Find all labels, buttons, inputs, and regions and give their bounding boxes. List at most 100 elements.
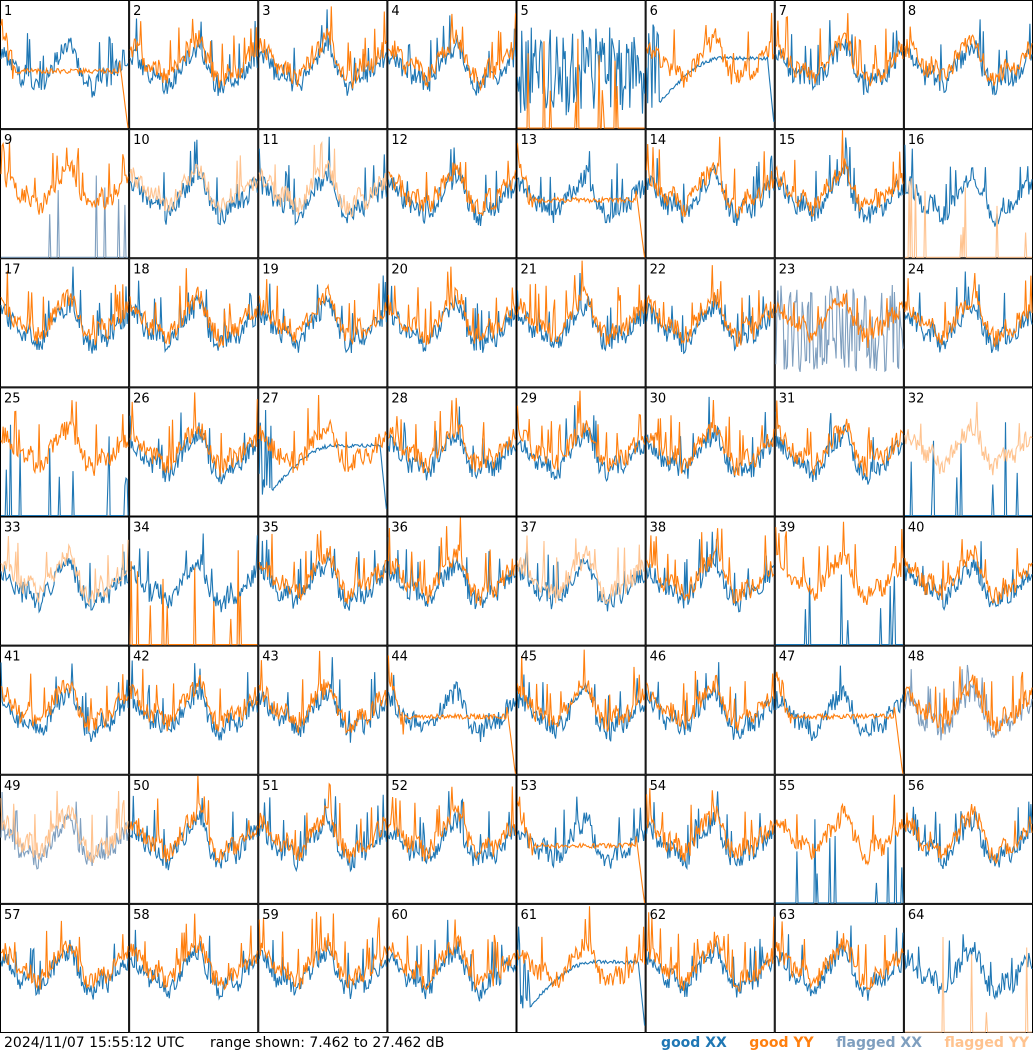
series-yy-60 — [387, 919, 517, 991]
panel-49: 49 — [0, 774, 130, 904]
panel-36: 36 — [387, 516, 517, 646]
panel-label: 10 — [133, 133, 150, 148]
panel-label: 29 — [521, 391, 538, 406]
series-yy-58 — [129, 913, 258, 991]
series-yy-33 — [0, 535, 129, 607]
panel-52: 52 — [387, 774, 517, 904]
series-xx-60 — [387, 919, 517, 1002]
series-xx-46 — [646, 662, 775, 740]
panel-60: 60 — [387, 903, 517, 1033]
panel-frame — [645, 387, 775, 517]
panel-label: 59 — [262, 908, 279, 923]
series-yy-49 — [0, 790, 129, 864]
series-yy-17 — [0, 270, 129, 346]
panel-7: 7 — [774, 0, 904, 130]
panel-frame — [258, 129, 388, 259]
panel-40: 40 — [903, 516, 1033, 646]
series-yy-30 — [646, 399, 775, 477]
panel-3: 3 — [258, 0, 388, 130]
panel-frame — [903, 903, 1033, 1033]
series-yy-15 — [775, 130, 904, 217]
panel-label: 20 — [391, 262, 408, 277]
series-yy-64 — [904, 936, 1032, 1033]
series-xx-34 — [130, 533, 258, 613]
series-xx-12 — [387, 147, 517, 226]
panel-frame — [129, 258, 259, 388]
panel-label: 41 — [4, 650, 21, 665]
series-xx-57 — [0, 939, 129, 1000]
timestamp: 2024/11/07 15:55:12 UTC — [4, 1035, 185, 1051]
series-xx-42 — [129, 660, 258, 741]
series-xx-40 — [904, 541, 1033, 611]
panel-61: 61 — [516, 903, 646, 1033]
panel-label: 19 — [262, 262, 279, 277]
series-yy-51 — [258, 782, 387, 863]
panel-frame — [774, 387, 904, 517]
panel-label: 57 — [4, 908, 21, 923]
series-xx-59 — [258, 937, 387, 999]
series-yy-19 — [258, 279, 387, 345]
panel-label: 16 — [908, 133, 925, 148]
panel-28: 28 — [387, 387, 517, 517]
panel-label: 45 — [521, 650, 538, 665]
panel-9: 9 — [0, 129, 130, 259]
panel-20: 20 — [387, 258, 517, 388]
legend-flagged-yy: flagged YY — [944, 1035, 1029, 1051]
series-yy-18 — [129, 268, 258, 349]
series-yy-22 — [646, 265, 775, 347]
series-xx-17 — [0, 266, 129, 354]
series-xx-14 — [646, 155, 775, 226]
series-yy-47 — [775, 671, 904, 774]
panel-label: 50 — [133, 779, 150, 794]
series-xx-44 — [387, 674, 517, 743]
series-yy-54 — [646, 788, 775, 862]
series-xx-26 — [129, 412, 258, 485]
panel-8: 8 — [903, 0, 1033, 130]
series-xx-20 — [387, 285, 517, 353]
series-yy-36 — [387, 517, 516, 606]
series-xx-39 — [775, 574, 903, 646]
series-xx-55 — [775, 819, 904, 904]
footer-bar: 2024/11/07 15:55:12 UTC range shown: 7.4… — [0, 1033, 1033, 1053]
panel-label: 56 — [908, 779, 925, 794]
panel-label: 26 — [133, 391, 150, 406]
panel-frame — [258, 516, 388, 646]
panel-label: 30 — [650, 391, 667, 406]
panel-4: 4 — [387, 0, 517, 130]
panel-64: 64 — [903, 903, 1033, 1033]
panel-label: 60 — [391, 908, 408, 923]
panel-42: 42 — [129, 645, 259, 775]
panel-frame — [516, 129, 646, 259]
panel-17: 17 — [0, 258, 130, 388]
panel-21: 21 — [516, 258, 646, 388]
series-yy-3 — [258, 6, 387, 89]
series-xx-50 — [129, 795, 258, 871]
series-yy-8 — [904, 26, 1033, 86]
series-yy-56 — [904, 804, 1033, 864]
panel-41: 41 — [0, 645, 130, 775]
panel-55: 55 — [774, 774, 904, 904]
series-yy-41 — [0, 673, 129, 732]
series-yy-37 — [516, 535, 646, 605]
legend-good-xx: good XX — [661, 1035, 727, 1051]
panel-label: 15 — [779, 133, 796, 148]
panel-frame — [774, 774, 904, 904]
panel-48: 48 — [903, 645, 1033, 775]
series-xx-61 — [516, 926, 646, 1026]
panel-label: 11 — [262, 133, 279, 148]
panel-59: 59 — [258, 903, 388, 1033]
series-xx-64 — [904, 934, 1033, 1001]
series-xx-10 — [129, 139, 258, 226]
series-yy-26 — [129, 392, 258, 477]
panel-label: 48 — [908, 650, 925, 665]
panel-6: 6 — [645, 0, 775, 130]
panel-38: 38 — [645, 516, 775, 646]
panel-label: 12 — [391, 133, 408, 148]
panel-frame — [0, 129, 130, 259]
panel-1: 1 — [0, 0, 130, 130]
series-xx-8 — [904, 19, 1033, 96]
panel-29: 29 — [516, 387, 646, 517]
panel-frame — [516, 645, 646, 775]
series-yy-42 — [129, 668, 258, 732]
